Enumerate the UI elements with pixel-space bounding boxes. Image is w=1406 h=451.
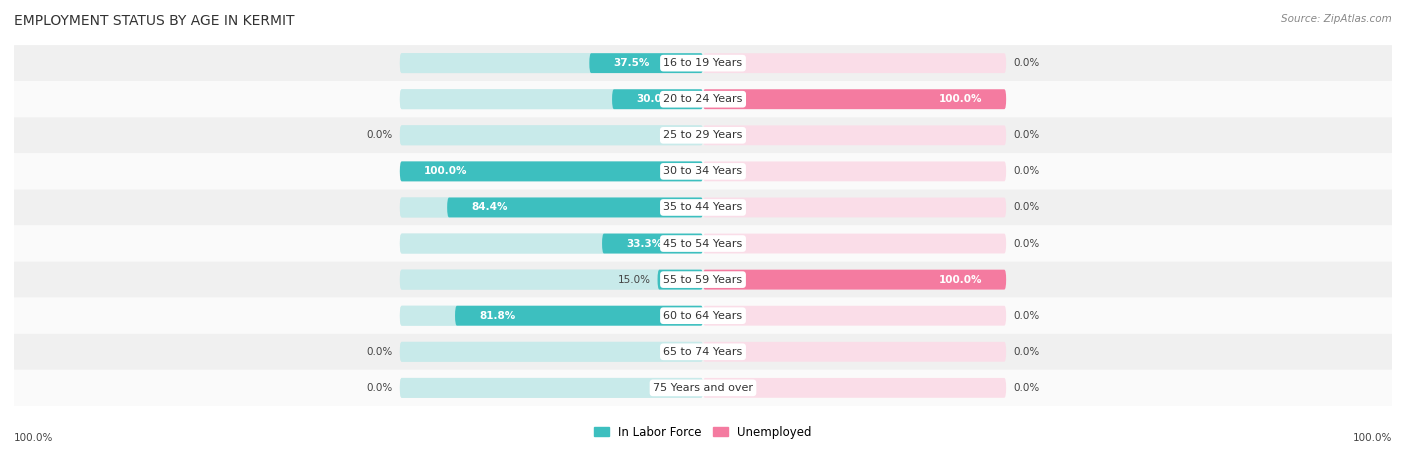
Text: 45 to 54 Years: 45 to 54 Years — [664, 239, 742, 249]
FancyBboxPatch shape — [399, 198, 703, 217]
FancyBboxPatch shape — [589, 53, 703, 73]
Text: 33.3%: 33.3% — [626, 239, 662, 249]
Text: 0.0%: 0.0% — [1012, 166, 1039, 176]
Text: 0.0%: 0.0% — [367, 130, 392, 140]
FancyBboxPatch shape — [399, 234, 703, 253]
Text: Source: ZipAtlas.com: Source: ZipAtlas.com — [1281, 14, 1392, 23]
Text: 75 Years and over: 75 Years and over — [652, 383, 754, 393]
FancyBboxPatch shape — [447, 198, 703, 217]
FancyBboxPatch shape — [399, 125, 703, 145]
Text: 100.0%: 100.0% — [939, 94, 981, 104]
FancyBboxPatch shape — [399, 270, 703, 290]
FancyBboxPatch shape — [703, 89, 1007, 109]
FancyBboxPatch shape — [399, 125, 703, 145]
FancyBboxPatch shape — [703, 270, 1007, 290]
FancyBboxPatch shape — [703, 378, 1007, 398]
Text: 20 to 24 Years: 20 to 24 Years — [664, 94, 742, 104]
FancyBboxPatch shape — [14, 117, 1392, 153]
FancyBboxPatch shape — [399, 234, 703, 253]
Text: 100.0%: 100.0% — [14, 433, 53, 443]
FancyBboxPatch shape — [602, 234, 703, 253]
FancyBboxPatch shape — [658, 270, 703, 290]
FancyBboxPatch shape — [456, 306, 703, 326]
FancyBboxPatch shape — [14, 334, 1392, 370]
Text: 0.0%: 0.0% — [1012, 347, 1039, 357]
FancyBboxPatch shape — [399, 306, 703, 326]
Text: 0.0%: 0.0% — [1012, 130, 1039, 140]
Text: 60 to 64 Years: 60 to 64 Years — [664, 311, 742, 321]
FancyBboxPatch shape — [14, 81, 1392, 117]
FancyBboxPatch shape — [399, 378, 703, 398]
FancyBboxPatch shape — [703, 306, 1007, 326]
FancyBboxPatch shape — [14, 298, 1392, 334]
FancyBboxPatch shape — [399, 53, 703, 73]
Text: 100.0%: 100.0% — [425, 166, 467, 176]
FancyBboxPatch shape — [703, 53, 1007, 73]
FancyBboxPatch shape — [14, 226, 1392, 262]
Text: 0.0%: 0.0% — [1012, 239, 1039, 249]
Text: EMPLOYMENT STATUS BY AGE IN KERMIT: EMPLOYMENT STATUS BY AGE IN KERMIT — [14, 14, 295, 28]
FancyBboxPatch shape — [612, 89, 703, 109]
Legend: In Labor Force, Unemployed: In Labor Force, Unemployed — [589, 421, 817, 443]
Text: 0.0%: 0.0% — [1012, 202, 1039, 212]
Text: 0.0%: 0.0% — [1012, 58, 1039, 68]
FancyBboxPatch shape — [14, 153, 1392, 189]
FancyBboxPatch shape — [703, 89, 1007, 109]
Text: 30 to 34 Years: 30 to 34 Years — [664, 166, 742, 176]
Text: 84.4%: 84.4% — [471, 202, 508, 212]
Text: 65 to 74 Years: 65 to 74 Years — [664, 347, 742, 357]
FancyBboxPatch shape — [703, 270, 1007, 290]
Text: 25 to 29 Years: 25 to 29 Years — [664, 130, 742, 140]
FancyBboxPatch shape — [703, 234, 1007, 253]
FancyBboxPatch shape — [399, 161, 703, 181]
FancyBboxPatch shape — [399, 161, 703, 181]
FancyBboxPatch shape — [399, 89, 703, 109]
Text: 15.0%: 15.0% — [617, 275, 651, 285]
Text: 0.0%: 0.0% — [1012, 311, 1039, 321]
FancyBboxPatch shape — [399, 270, 703, 290]
Text: 30.0%: 30.0% — [636, 94, 672, 104]
Text: 0.0%: 0.0% — [1012, 383, 1039, 393]
FancyBboxPatch shape — [399, 198, 703, 217]
FancyBboxPatch shape — [399, 342, 703, 362]
FancyBboxPatch shape — [14, 45, 1392, 81]
FancyBboxPatch shape — [399, 306, 703, 326]
FancyBboxPatch shape — [14, 370, 1392, 406]
Text: 55 to 59 Years: 55 to 59 Years — [664, 275, 742, 285]
FancyBboxPatch shape — [14, 262, 1392, 298]
FancyBboxPatch shape — [399, 378, 703, 398]
FancyBboxPatch shape — [399, 53, 703, 73]
FancyBboxPatch shape — [399, 161, 703, 181]
Text: 35 to 44 Years: 35 to 44 Years — [664, 202, 742, 212]
FancyBboxPatch shape — [14, 189, 1392, 226]
Text: 0.0%: 0.0% — [367, 347, 392, 357]
Text: 81.8%: 81.8% — [479, 311, 516, 321]
Text: 100.0%: 100.0% — [1353, 433, 1392, 443]
Text: 100.0%: 100.0% — [939, 275, 981, 285]
Text: 0.0%: 0.0% — [367, 383, 392, 393]
FancyBboxPatch shape — [399, 342, 703, 362]
FancyBboxPatch shape — [703, 125, 1007, 145]
FancyBboxPatch shape — [703, 161, 1007, 181]
FancyBboxPatch shape — [703, 342, 1007, 362]
Text: 16 to 19 Years: 16 to 19 Years — [664, 58, 742, 68]
FancyBboxPatch shape — [399, 89, 703, 109]
Text: 37.5%: 37.5% — [613, 58, 650, 68]
FancyBboxPatch shape — [703, 198, 1007, 217]
